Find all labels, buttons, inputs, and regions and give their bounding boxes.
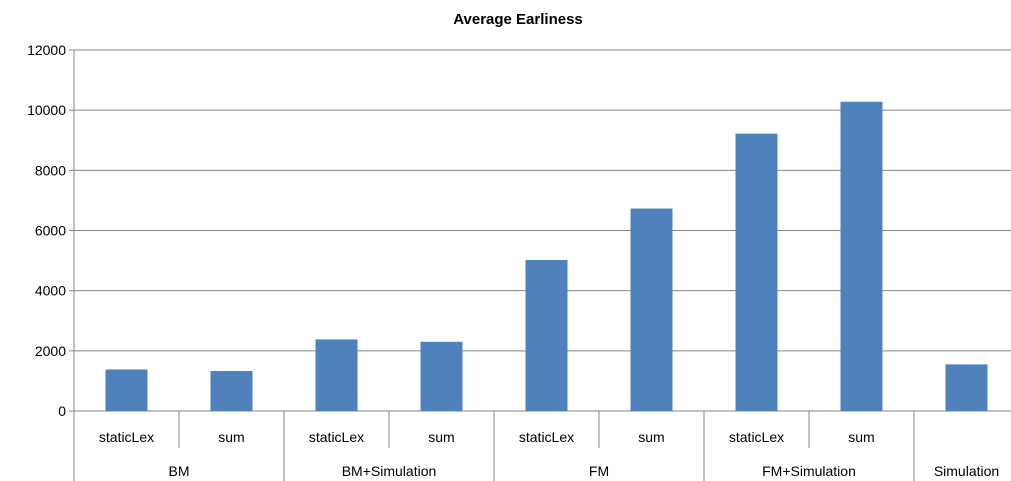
- bar: [630, 208, 673, 411]
- bar: [420, 341, 463, 411]
- y-axis-tick-labels: 0 2000 4000 6000 8000 10000 12000: [27, 42, 66, 419]
- x-group-label: FM+Simulation: [762, 463, 856, 479]
- chart-title: Average Earliness: [453, 11, 583, 28]
- bars: [105, 101, 988, 412]
- bar: [735, 133, 778, 412]
- x-group-label: BM+Simulation: [342, 463, 437, 479]
- bar: [840, 101, 883, 411]
- bar: [945, 364, 988, 411]
- bar: [210, 370, 253, 411]
- y-tick-label: 4000: [35, 283, 66, 299]
- x-group-label: BM: [169, 463, 190, 479]
- bar: [315, 339, 358, 411]
- bar: [525, 259, 568, 411]
- x-group-label: FM: [589, 463, 609, 479]
- x-group-label: Simulation: [934, 463, 999, 479]
- x-category-label: staticLex: [729, 429, 784, 445]
- x-category-label: staticLex: [309, 429, 364, 445]
- bar: [105, 369, 148, 411]
- x-category-label: staticLex: [519, 429, 574, 445]
- x-category-label: sum: [428, 429, 454, 445]
- y-tick-label: 2000: [35, 343, 66, 359]
- y-tick-label: 6000: [35, 223, 66, 239]
- x-category-label: sum: [638, 429, 664, 445]
- y-tick-label: 8000: [35, 162, 66, 178]
- x-category-label: sum: [848, 429, 874, 445]
- y-tick-label: 0: [58, 403, 66, 419]
- y-tick-label: 12000: [27, 42, 66, 58]
- x-category-label: sum: [218, 429, 244, 445]
- y-tick-label: 10000: [27, 102, 66, 118]
- x-category-label: staticLex: [99, 429, 154, 445]
- x-axis-category-labels: staticLex sum staticLex sum staticLex sum stat…: [99, 429, 999, 479]
